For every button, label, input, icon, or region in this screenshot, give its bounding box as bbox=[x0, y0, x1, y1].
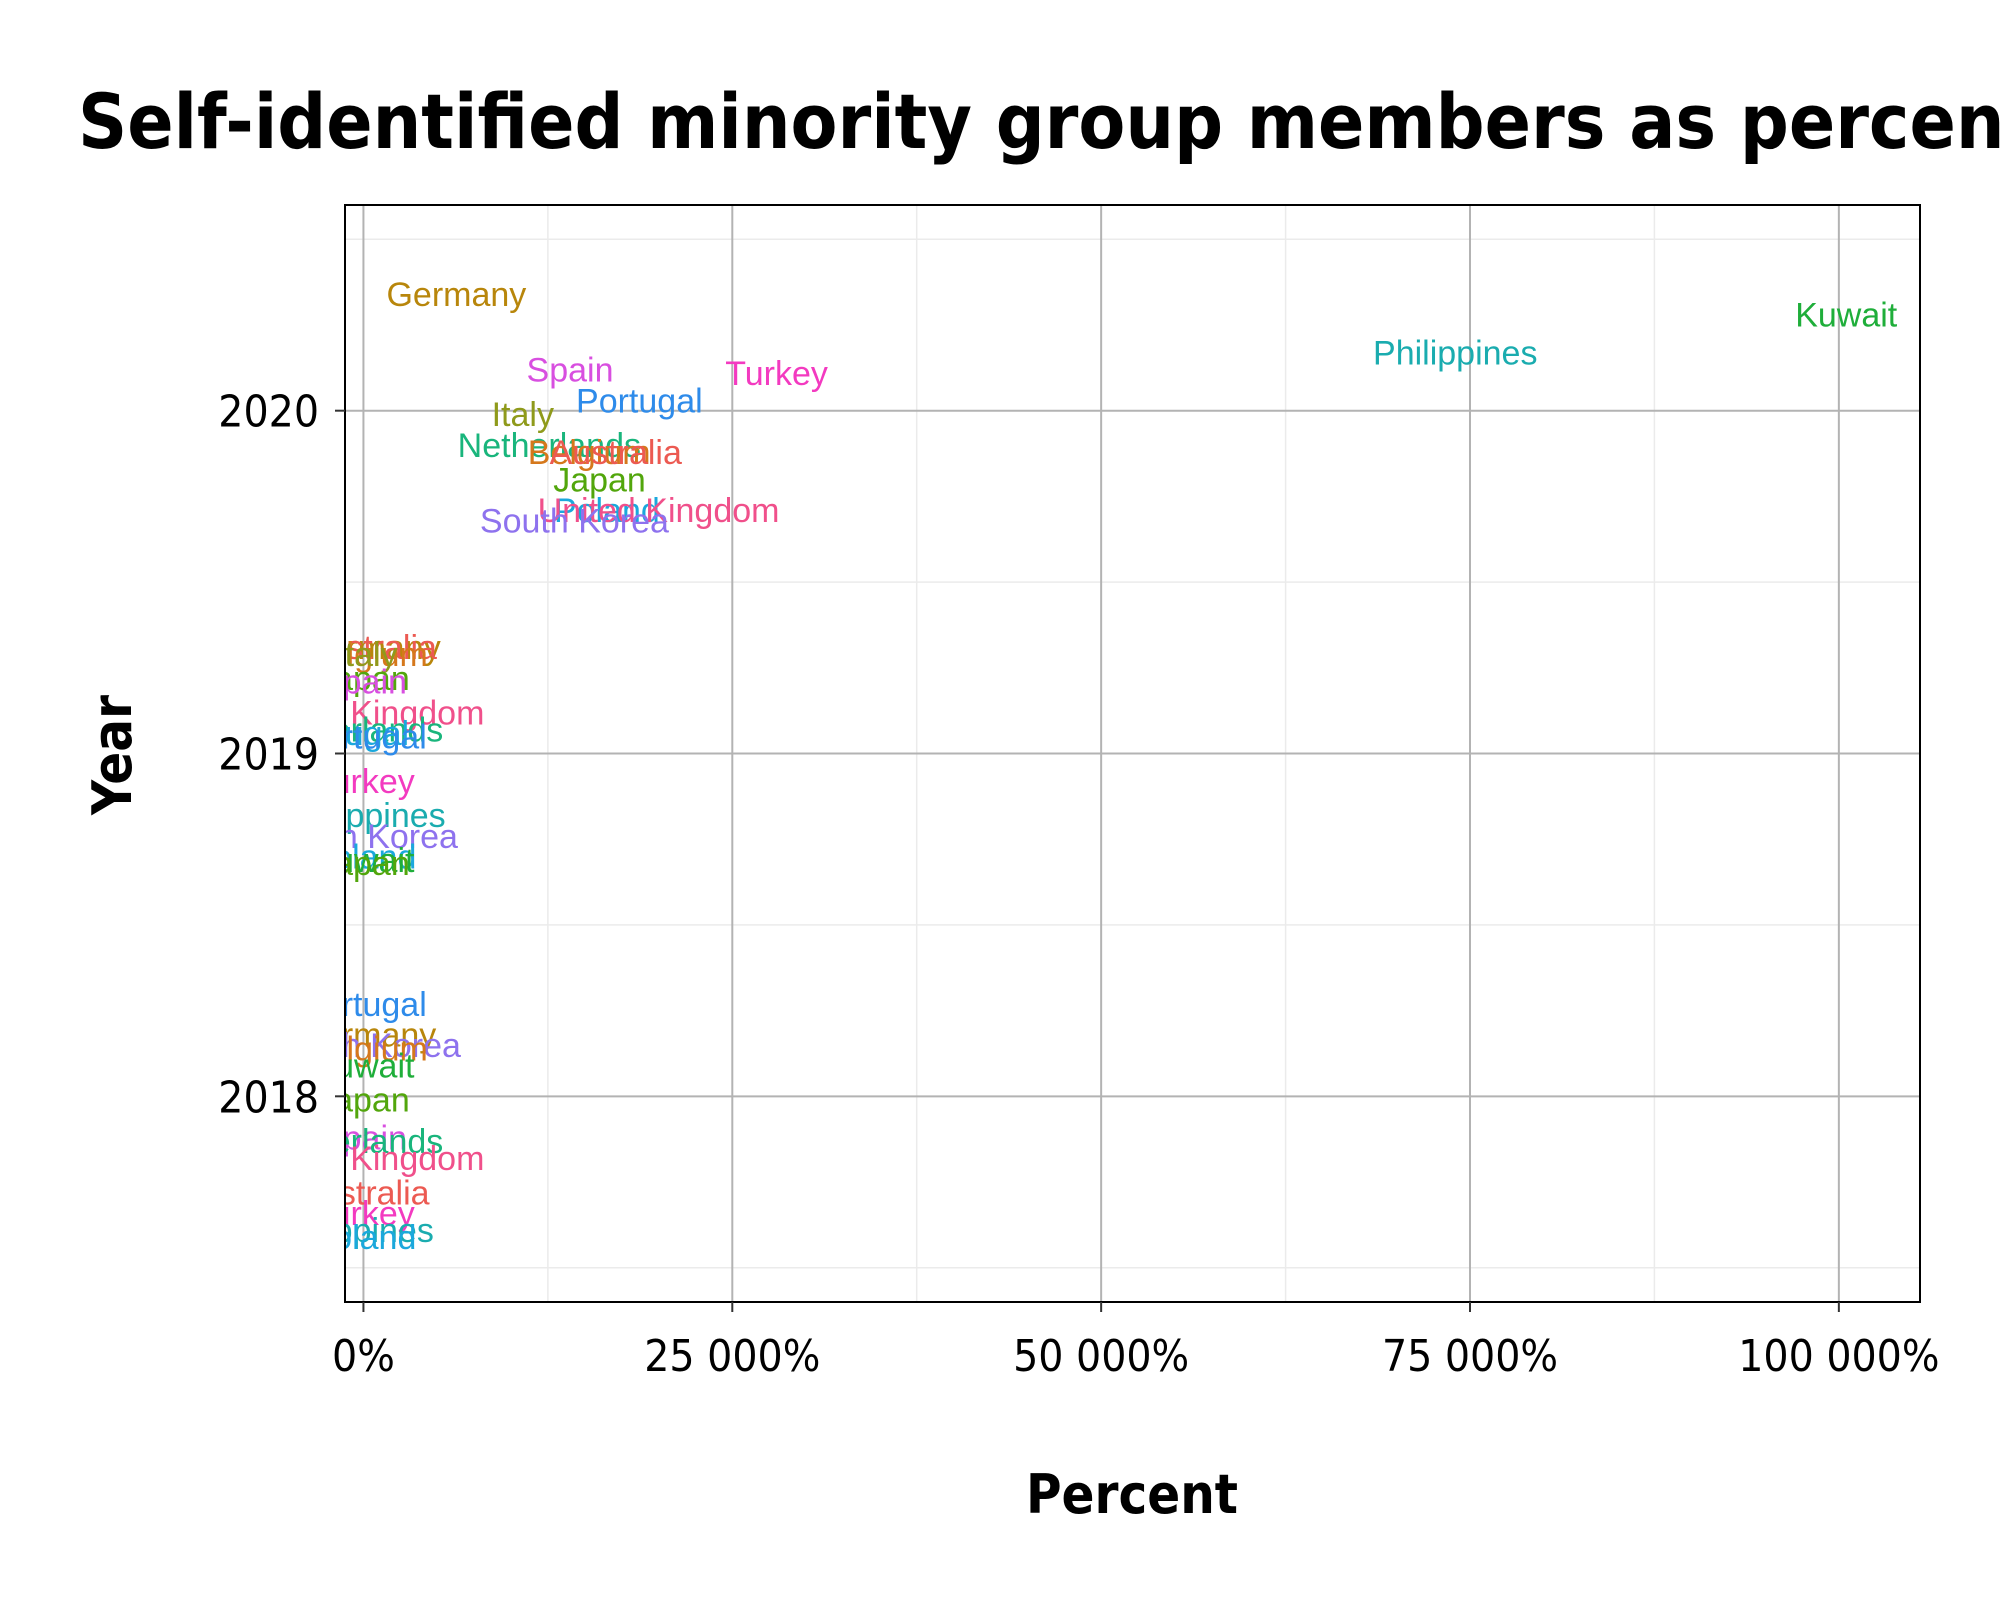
country-label: Philippines bbox=[281, 797, 445, 835]
country-label: Turkey bbox=[312, 763, 415, 801]
country-label: Poland bbox=[311, 838, 417, 876]
country-label: Belgium bbox=[305, 1030, 428, 1068]
country-label: Kuwait bbox=[312, 842, 415, 880]
country-label: United Kingdom bbox=[242, 1140, 484, 1178]
country-label: Australia bbox=[297, 1174, 429, 1212]
country-label: Turkey bbox=[725, 355, 828, 393]
country-label: Portugal bbox=[300, 718, 427, 756]
y-tick-label: 2019 bbox=[218, 730, 319, 781]
y-tick-label: 2020 bbox=[218, 387, 319, 438]
country-label: Spain bbox=[527, 352, 614, 390]
country-label: Germany bbox=[296, 1017, 436, 1055]
country-label: South Korea bbox=[269, 818, 458, 856]
x-axis-title: Percent bbox=[1026, 1463, 1238, 1526]
y-axis-ticks: 2018 2019 2020 bbox=[218, 387, 345, 1123]
x-axis-ticks: 0% 25 000% 50 000% 75 000% 100 000% bbox=[332, 1302, 1939, 1382]
country-label: Belgium bbox=[305, 636, 428, 674]
country-label: Japan bbox=[553, 461, 646, 499]
country-label: Poland bbox=[311, 1219, 417, 1257]
country-label: Germany bbox=[386, 276, 526, 314]
chart-title: Self-identified minority group members a… bbox=[78, 77, 2000, 166]
country-label: Italy bbox=[335, 636, 397, 674]
country-label: Netherlands bbox=[260, 1123, 443, 1161]
country-label: Germany bbox=[301, 629, 441, 667]
country-label: Netherlands bbox=[458, 427, 641, 465]
country-label: Portugal bbox=[576, 382, 703, 420]
country-label: Japan bbox=[317, 845, 410, 883]
country-label: Turkey bbox=[312, 1195, 415, 1233]
country-label: Japan bbox=[317, 660, 410, 698]
country-label: Philippines bbox=[269, 1212, 433, 1250]
y-tick-label: 2018 bbox=[218, 1072, 319, 1123]
country-label: United Kingdom bbox=[538, 492, 780, 530]
country-label: United Kingdom bbox=[242, 694, 484, 732]
gridlines bbox=[345, 205, 1920, 1302]
country-label: Philippines bbox=[1373, 334, 1537, 372]
country-label: Australia bbox=[550, 434, 682, 472]
country-label: Kuwait bbox=[1795, 297, 1898, 335]
country-label: Portugal bbox=[300, 986, 427, 1024]
country-label: Belgium bbox=[528, 434, 651, 472]
country-label: South Korea bbox=[272, 1027, 461, 1065]
country-label: Spain bbox=[320, 1119, 407, 1157]
country-label: Poland bbox=[554, 492, 660, 530]
x-tick-label: 100 000% bbox=[1738, 1331, 1939, 1382]
x-tick-label: 75 000% bbox=[1382, 1331, 1558, 1382]
country-label: Japan bbox=[317, 1082, 410, 1120]
country-label: Australia bbox=[305, 629, 437, 667]
x-tick-label: 50 000% bbox=[1013, 1331, 1189, 1382]
country-label: Kuwait bbox=[312, 1047, 415, 1085]
x-tick-label: 25 000% bbox=[644, 1331, 820, 1382]
y-axis-title: Year bbox=[81, 695, 144, 816]
country-label: Netherlands bbox=[260, 712, 443, 750]
x-tick-label: 0% bbox=[332, 1331, 395, 1382]
country-label: Spain bbox=[320, 664, 407, 702]
country-label: Portugal bbox=[282, 715, 409, 753]
country-label: Italy bbox=[492, 396, 554, 434]
country-label: South Korea bbox=[480, 502, 669, 540]
